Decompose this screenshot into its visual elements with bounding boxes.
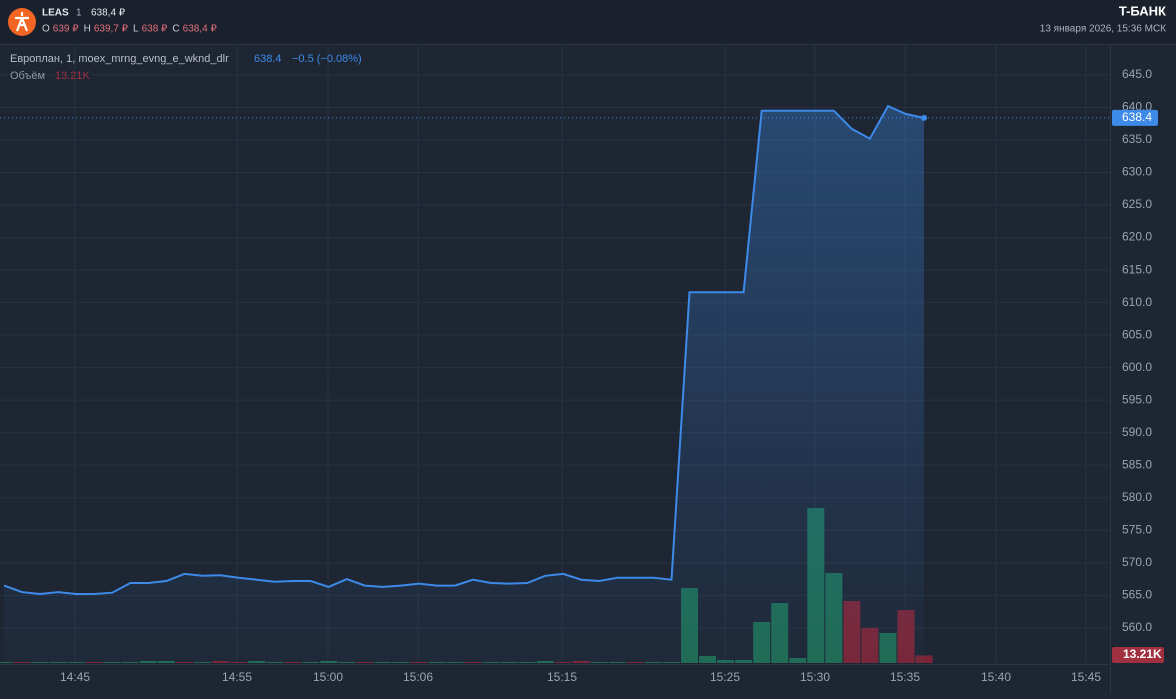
logo-icon: [15, 12, 29, 32]
header-bar: [0, 0, 1176, 44]
legend-volume-value: 13.21K: [55, 70, 91, 82]
datetime: 13 января 2026, 15:36 МСК: [1040, 24, 1166, 35]
x-tick-label: 15:15: [547, 670, 577, 684]
y-tick-label: 570.0: [1122, 555, 1152, 569]
volume-tag: [1112, 647, 1164, 663]
y-tick-label: 610.0: [1122, 295, 1152, 309]
y-tick-label: 630.0: [1122, 165, 1152, 179]
ohlc-value: 638 ₽: [142, 24, 168, 35]
ohlc-label: O: [42, 24, 50, 35]
x-tick-label: 15:35: [890, 670, 920, 684]
y-tick-label: 560.0: [1122, 620, 1152, 634]
x-tick-label: 14:45: [60, 670, 90, 684]
ohlc: O 639 ₽ H 639,7 ₽ L 638 ₽ C 638,4 ₽: [42, 24, 217, 35]
ohlc-value: 638,4 ₽: [183, 24, 218, 35]
y-tick-label: 580.0: [1122, 490, 1152, 504]
plot: [0, 45, 1110, 664]
last-price-tag: [1112, 109, 1158, 126]
y-tick-label: 635.0: [1122, 132, 1152, 146]
y-tick-label: 615.0: [1122, 262, 1152, 276]
volume-bar: [915, 655, 933, 663]
logo: [8, 8, 36, 36]
interval: 1: [76, 8, 82, 19]
y-tick-label: 575.0: [1122, 522, 1152, 536]
ticker: LEAS: [42, 8, 69, 19]
legend-instrument: Европлан, 1, moex_mrng_evng_e_wknd_dlr: [10, 53, 229, 65]
y-tick-label: 590.0: [1122, 425, 1152, 439]
price-line: [3, 104, 925, 596]
legend-volume: Объём: [10, 70, 45, 82]
ohlc-label: L: [133, 24, 139, 35]
x-tick-label: 15:45: [1071, 670, 1101, 684]
x-tick-label: 15:06: [403, 670, 433, 684]
ohlc-value: 639,7 ₽: [94, 24, 129, 35]
x-tick-label: 15:00: [313, 670, 343, 684]
header-price: 638,4 ₽: [91, 8, 126, 19]
x-tick-label: 15:30: [800, 670, 830, 684]
x-tick-label: 14:55: [222, 670, 252, 684]
y-tick-label: 600.0: [1122, 360, 1152, 374]
y-tick-label: 620.0: [1122, 230, 1152, 244]
last-price-label: 638.4: [1122, 110, 1152, 124]
y-tick-label: 595.0: [1122, 392, 1152, 406]
y-tick-label: 565.0: [1122, 588, 1152, 602]
y-tick-label: 645.0: [1122, 67, 1152, 81]
legend-change: −0.5 (−0.08%): [292, 53, 362, 65]
x-tick-label: 15:25: [710, 670, 740, 684]
price-area: [4, 106, 925, 664]
x-tick-label: 15:40: [981, 670, 1011, 684]
ohlc-value: 639 ₽: [53, 24, 79, 35]
y-tick-label: 625.0: [1122, 197, 1152, 211]
brand: T-БАНК: [1119, 3, 1166, 18]
y-tick-label: 585.0: [1122, 457, 1152, 471]
legend-price: 638.4: [254, 53, 282, 65]
ohlc-label: C: [172, 24, 179, 35]
last-point: [921, 114, 928, 121]
ohlc-label: H: [84, 24, 91, 35]
y-tick-label: 605.0: [1122, 327, 1152, 341]
volume-tag-label: 13.21K: [1123, 647, 1162, 661]
